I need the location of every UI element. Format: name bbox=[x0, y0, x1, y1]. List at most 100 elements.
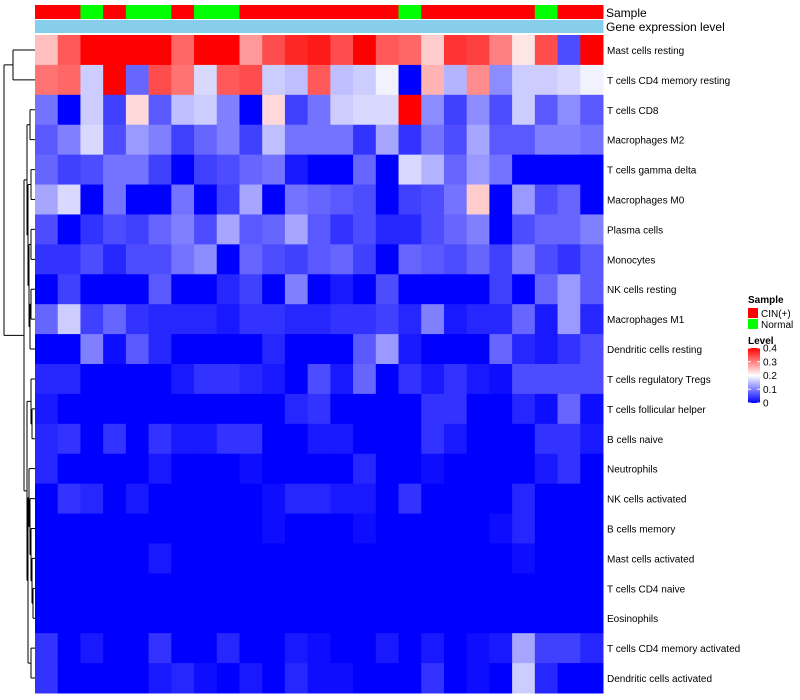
heatmap-cell bbox=[375, 214, 400, 245]
heatmap-cell bbox=[171, 304, 195, 335]
heatmap-cell bbox=[534, 633, 559, 664]
heatmap-cell bbox=[125, 603, 150, 634]
heatmap-cell bbox=[534, 64, 559, 96]
heatmap-cell bbox=[421, 94, 445, 126]
heatmap-cell bbox=[489, 543, 513, 574]
heatmap-cell bbox=[512, 94, 536, 126]
sample-track-cell bbox=[80, 5, 104, 19]
heatmap-cell bbox=[125, 94, 150, 126]
heatmap-cell bbox=[57, 214, 81, 245]
heatmap-cell bbox=[466, 513, 490, 544]
heatmap-cell bbox=[557, 513, 581, 544]
heatmap-cell bbox=[534, 35, 559, 66]
row-label: Macrophages M1 bbox=[607, 315, 685, 326]
heatmap-cell bbox=[262, 334, 286, 365]
heatmap-cell bbox=[580, 393, 604, 425]
heatmap-cell bbox=[80, 663, 104, 694]
heatmap-cell bbox=[148, 513, 172, 544]
heatmap-cell bbox=[171, 274, 195, 305]
heatmap-cell bbox=[421, 154, 445, 186]
heatmap-cell bbox=[103, 573, 127, 604]
heatmap-cell bbox=[216, 393, 240, 425]
heatmap-cell bbox=[443, 393, 468, 425]
heatmap-cell bbox=[80, 184, 104, 215]
heatmap-cell bbox=[125, 513, 150, 544]
heatmap-cell bbox=[284, 633, 309, 664]
heatmap-cell bbox=[353, 214, 377, 245]
heatmap-cell bbox=[421, 663, 445, 694]
heatmap-cell bbox=[307, 543, 331, 574]
heatmap-cell bbox=[194, 573, 218, 604]
heatmap-cell bbox=[239, 423, 263, 455]
heatmap-cell bbox=[35, 393, 59, 425]
heatmap-cell bbox=[375, 35, 400, 66]
heatmap-cell bbox=[125, 124, 150, 156]
heatmap-cell bbox=[557, 364, 581, 395]
heatmap-cell bbox=[330, 154, 354, 186]
heatmap-cell bbox=[466, 663, 490, 694]
heatmap-cell bbox=[239, 154, 263, 186]
heatmap-cell bbox=[284, 453, 309, 485]
row-labels: Mast cells resting T cells CD4 memory res… bbox=[607, 46, 740, 685]
heatmap-cell bbox=[512, 124, 536, 156]
heatmap-cell bbox=[375, 184, 400, 215]
heatmap-cell bbox=[557, 35, 581, 66]
heatmap-cell bbox=[284, 364, 309, 395]
heatmap-cell bbox=[171, 393, 195, 425]
heatmap-cell bbox=[148, 453, 172, 485]
heatmap-cell bbox=[307, 513, 331, 544]
heatmap-cell bbox=[216, 274, 240, 305]
heatmap-cell bbox=[421, 603, 445, 634]
heatmap-cell bbox=[580, 35, 604, 66]
heatmap-cell bbox=[330, 64, 354, 96]
heatmap-cell bbox=[239, 94, 263, 126]
heatmap-cell bbox=[171, 543, 195, 574]
row-label: Macrophages M0 bbox=[607, 196, 685, 207]
row-label: T cells CD4 memory resting bbox=[607, 76, 730, 87]
heatmap-cell bbox=[125, 423, 150, 455]
heatmap-cell bbox=[330, 633, 354, 664]
heatmap-cell bbox=[307, 364, 331, 395]
heatmap-cell bbox=[262, 274, 286, 305]
heatmap-cell bbox=[466, 184, 490, 215]
heatmap-cell bbox=[284, 35, 309, 66]
heatmap-cell bbox=[330, 393, 354, 425]
heatmap-cell bbox=[148, 214, 172, 245]
heatmap-cell bbox=[534, 543, 559, 574]
heatmap-cell bbox=[57, 334, 81, 365]
heatmap-cell bbox=[330, 364, 354, 395]
heatmap-cell bbox=[125, 184, 150, 215]
heatmap-cell bbox=[375, 543, 400, 574]
heatmap-cell bbox=[194, 513, 218, 544]
expression-track-cell bbox=[443, 20, 468, 33]
heatmap-cell bbox=[353, 573, 377, 604]
heatmap-cell bbox=[171, 663, 195, 694]
heatmap-cell bbox=[512, 603, 536, 634]
heatmap-cell bbox=[353, 274, 377, 305]
heatmap-cell bbox=[512, 453, 536, 485]
heatmap-cell bbox=[534, 244, 559, 275]
heatmap-cell bbox=[557, 543, 581, 574]
row-label: T cells follicular helper bbox=[607, 405, 706, 416]
heatmap-cell bbox=[580, 453, 604, 485]
heatmap-cell bbox=[398, 334, 422, 365]
heatmap-cell bbox=[512, 393, 536, 425]
heatmap-cell bbox=[512, 184, 536, 215]
heatmap-cell bbox=[330, 603, 354, 634]
heatmap-cell bbox=[216, 64, 240, 96]
heatmap-cell bbox=[580, 304, 604, 335]
heatmap-cell bbox=[125, 393, 150, 425]
heatmap-cell bbox=[239, 513, 263, 544]
heatmap-cell bbox=[534, 453, 559, 485]
heatmap-cell bbox=[194, 244, 218, 275]
heatmap-cell bbox=[80, 64, 104, 96]
heatmap-cell bbox=[171, 573, 195, 604]
heatmap-cell bbox=[125, 483, 150, 515]
heatmap-cell bbox=[375, 453, 400, 485]
heatmap-cell bbox=[534, 214, 559, 245]
legend-tick-label: 0.1 bbox=[763, 385, 777, 396]
heatmap-cell bbox=[307, 334, 331, 365]
heatmap-cell bbox=[57, 513, 81, 544]
heatmap-cell bbox=[580, 154, 604, 186]
heatmap-cell bbox=[171, 64, 195, 96]
